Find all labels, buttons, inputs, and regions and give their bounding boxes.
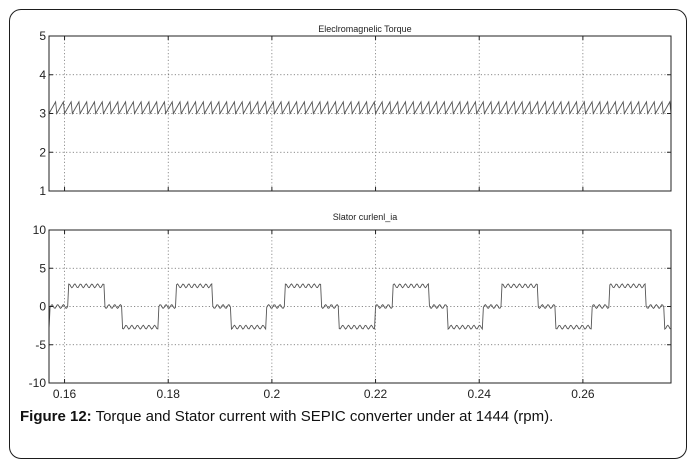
torque-ytick-label-0: 1 xyxy=(39,184,46,198)
figure-frame xyxy=(9,9,687,459)
caption-text: Torque and Stator current with SEPIC con… xyxy=(91,408,554,425)
current-ytick-label-1: -5 xyxy=(35,338,46,352)
torque-series-line xyxy=(48,100,672,115)
current-panel: Slator curlenl_ia -10 -5 0 5 10 0.16 0.18 0.2 0.… xyxy=(29,212,672,401)
torque-ytick-label-2: 3 xyxy=(39,107,46,121)
current-axes-box xyxy=(48,229,672,384)
figure-caption: Figure 12: Torque and Stator current wit… xyxy=(20,408,676,425)
current-series-line xyxy=(48,283,672,331)
torque-ytick-label-4: 5 xyxy=(39,29,46,43)
current-xtick-label-2: 0.2 xyxy=(264,387,281,401)
current-ytick-label-4: 10 xyxy=(33,223,47,237)
current-ytick-label-2: 0 xyxy=(39,300,46,314)
torque-title: Eleclromagnelic Torque xyxy=(318,24,411,34)
torque-ytick-label-1: 2 xyxy=(39,145,46,159)
current-xtick-label-1: 0.18 xyxy=(157,387,181,401)
current-ytick-label-3: 5 xyxy=(39,261,46,275)
current-xtick-label-0: 0.16 xyxy=(53,387,77,401)
current-title: Slator curlenl_ia xyxy=(333,212,398,222)
current-xtick-label-5: 0.26 xyxy=(571,387,595,401)
torque-ytick-label-3: 4 xyxy=(39,68,46,82)
current-xtick-label-4: 0.24 xyxy=(468,387,492,401)
current-xtick-label-3: 0.22 xyxy=(364,387,388,401)
caption-label: Figure 12: xyxy=(20,408,92,425)
current-ytick-label-0: -10 xyxy=(29,376,47,390)
torque-panel: Eleclromagnelic Torque 1 2 3 4 5 xyxy=(39,24,672,198)
